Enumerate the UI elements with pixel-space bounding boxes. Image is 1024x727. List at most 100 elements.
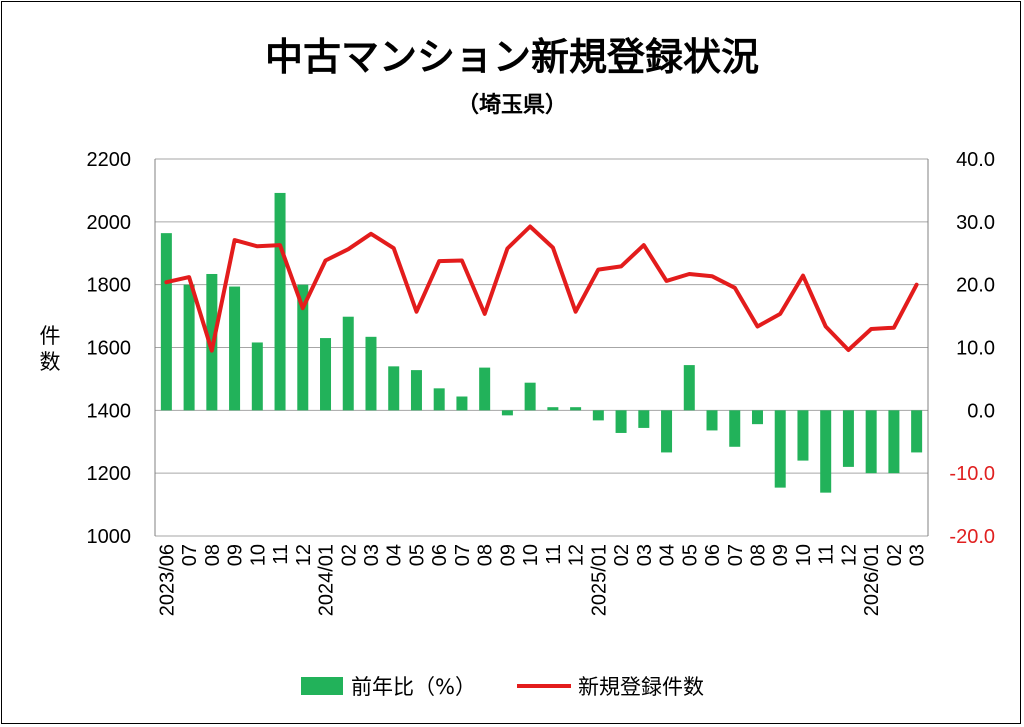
bar — [683, 365, 695, 411]
bar — [592, 410, 604, 421]
bar — [774, 410, 786, 488]
y2-tick-label: 30.0 — [956, 212, 995, 234]
bar — [388, 366, 400, 411]
line-series — [164, 224, 919, 353]
x-tick-label: 07 — [725, 544, 747, 566]
legend: 前年比（%） 新規登録件数 — [301, 675, 704, 699]
bar — [320, 338, 332, 411]
x-tick-label: 2025/01 — [588, 544, 610, 616]
y2-tick-label: 0.0 — [967, 400, 995, 422]
bar — [433, 388, 445, 411]
bar — [547, 407, 559, 411]
x-tick-label: 09 — [497, 544, 519, 566]
y-axis-label: 件数 — [40, 324, 61, 374]
bar — [911, 410, 923, 453]
x-tick-label: 2023/06 — [156, 544, 178, 616]
x-tick-label: 11 — [270, 544, 292, 565]
legend-bar-swatch — [301, 677, 343, 695]
x-tick-label: 10 — [793, 544, 815, 566]
x-tick-label: 04 — [657, 544, 679, 566]
x-tick-label: 03 — [634, 544, 656, 566]
bar — [865, 410, 877, 474]
y-tick-label: 1200 — [87, 463, 132, 485]
bar — [842, 410, 854, 467]
bar — [410, 370, 422, 411]
bar — [456, 396, 468, 411]
right-axis-ticks: 40.0 30.0 20.0 10.0 0.0 -10.0 -20.0 — [949, 149, 995, 548]
left-axis-ticks: 2200 2000 1800 1600 1400 1200 1000 — [87, 149, 132, 548]
bar-series — [160, 192, 923, 493]
x-tick-label: 11 — [543, 544, 565, 565]
y-tick-label: 1000 — [87, 526, 132, 548]
x-axis-ticks: 2023/06 07 08 09 10 11 12 2024/01 02 03 04 05 06 07 08… — [156, 544, 928, 616]
x-tick-label: 05 — [679, 544, 701, 566]
x-tick-label: 07 — [452, 544, 474, 566]
x-tick-label: 02 — [338, 544, 360, 566]
y-axis-label-char: 数 — [40, 350, 61, 374]
x-tick-label: 03 — [907, 544, 929, 566]
y-tick-label: 1600 — [87, 338, 132, 360]
x-tick-label: 03 — [361, 544, 383, 566]
bar — [729, 410, 741, 447]
y2-tick-label: 10.0 — [956, 338, 995, 360]
legend-line-label: 新規登録件数 — [578, 675, 704, 699]
y2-tick-label: 40.0 — [956, 149, 995, 171]
bar — [479, 367, 491, 411]
series-line — [164, 224, 919, 353]
y-tick-label: 1400 — [87, 400, 132, 422]
bar — [751, 410, 763, 425]
y-axis-label-char: 件 — [40, 324, 61, 348]
gridlines — [155, 158, 928, 537]
bar — [251, 342, 263, 411]
x-tick-label: 12 — [838, 544, 860, 566]
bar — [615, 410, 627, 433]
bar — [661, 410, 673, 453]
bar — [524, 382, 536, 411]
bar — [342, 316, 354, 411]
chart-subtitle: （埼玉県） — [457, 93, 567, 118]
x-tick-label: 2026/01 — [861, 544, 883, 616]
y2-tick-label: -10.0 — [949, 463, 995, 485]
x-tick-label: 08 — [748, 544, 770, 566]
chart-title: 中古マンション新規登録状況 — [265, 35, 759, 79]
bar — [501, 410, 513, 416]
x-tick-label: 08 — [475, 544, 497, 566]
x-tick-label: 02 — [884, 544, 906, 566]
y-tick-label: 2200 — [87, 149, 132, 171]
x-tick-label: 06 — [702, 544, 724, 566]
bar — [638, 410, 650, 428]
y2-tick-label: 20.0 — [956, 275, 995, 297]
axes — [154, 159, 929, 536]
bar — [274, 192, 286, 411]
x-tick-label: 07 — [179, 544, 201, 566]
bar — [888, 410, 900, 474]
x-tick-label: 12 — [566, 544, 588, 566]
x-tick-label: 12 — [293, 544, 315, 566]
x-tick-label: 04 — [384, 544, 406, 566]
x-tick-label: 02 — [611, 544, 633, 566]
bar — [797, 410, 809, 461]
x-tick-label: 09 — [225, 544, 247, 566]
x-tick-label: 2024/01 — [316, 544, 338, 616]
x-tick-label: 09 — [770, 544, 792, 566]
bar — [820, 410, 832, 493]
x-tick-label: 05 — [407, 544, 429, 566]
x-tick-label: 11 — [816, 544, 838, 565]
bar — [365, 336, 377, 411]
x-tick-label: 06 — [429, 544, 451, 566]
legend-bar-label: 前年比（%） — [351, 675, 476, 699]
bar — [183, 284, 195, 411]
bar — [160, 233, 172, 411]
y2-tick-label: -20.0 — [949, 526, 995, 548]
y-tick-label: 2000 — [87, 212, 132, 234]
bar — [297, 284, 309, 411]
x-tick-label: 10 — [520, 544, 542, 566]
y-tick-label: 1800 — [87, 275, 132, 297]
x-tick-label: 10 — [247, 544, 269, 566]
bar — [706, 410, 718, 431]
x-tick-label: 08 — [202, 544, 224, 566]
bar — [229, 286, 241, 411]
bar — [570, 407, 582, 411]
